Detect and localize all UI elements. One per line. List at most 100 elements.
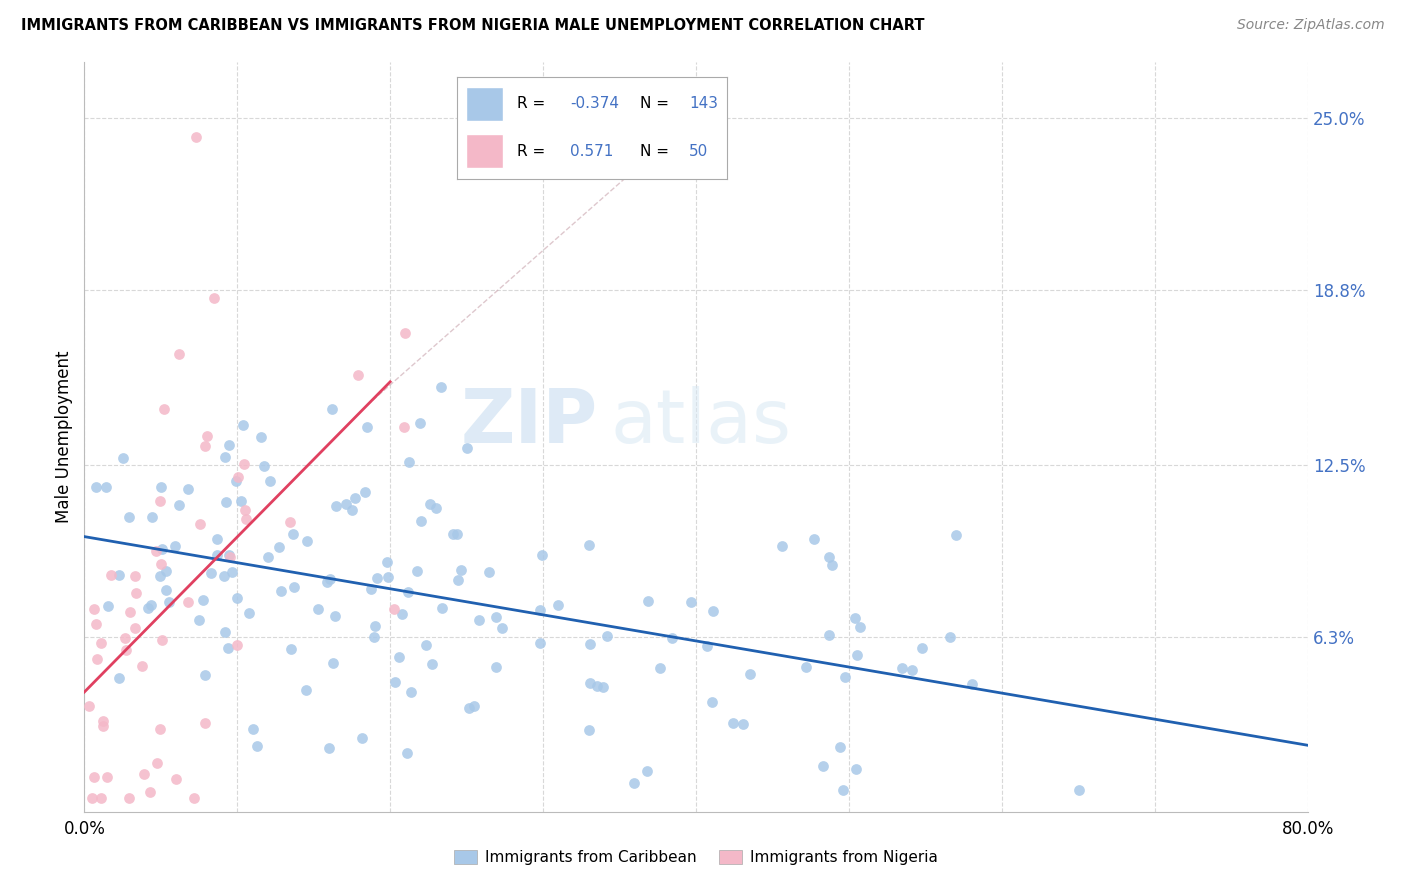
Point: [382, 602, 405, 616]
Point: [318, 741, 340, 756]
Point: [84, 480, 107, 494]
Point: [325, 499, 347, 513]
Point: [578, 675, 600, 690]
Point: [163, 539, 186, 553]
Point: [901, 663, 924, 677]
Point: [586, 680, 609, 694]
Point: [388, 649, 411, 664]
Point: [238, 606, 260, 620]
Point: [394, 326, 416, 341]
Point: [821, 558, 844, 573]
Point: [91, 719, 114, 733]
Point: [818, 549, 841, 564]
Point: [108, 567, 131, 582]
Point: [205, 549, 228, 563]
Point: [392, 420, 415, 434]
Point: [281, 527, 304, 541]
Point: [395, 746, 418, 760]
Point: [910, 641, 932, 656]
Point: [340, 503, 363, 517]
Point: [702, 604, 724, 618]
Point: [796, 660, 818, 674]
Point: [343, 491, 366, 505]
Point: [218, 548, 240, 562]
Point: [441, 527, 464, 541]
Point: [411, 514, 433, 528]
Point: [253, 459, 276, 474]
Point: [145, 544, 167, 558]
Point: [770, 539, 793, 553]
Point: [157, 595, 180, 609]
Point: [218, 438, 240, 452]
Point: [803, 532, 825, 546]
Point: [202, 291, 225, 305]
Point: [890, 661, 912, 675]
Point: [661, 631, 683, 645]
Point: [139, 598, 162, 612]
Point: [831, 782, 853, 797]
Point: [377, 570, 399, 584]
Point: [205, 532, 228, 546]
Point: [149, 569, 172, 583]
Point: [221, 565, 243, 579]
Point: [578, 723, 600, 738]
Point: [396, 585, 419, 599]
Point: [485, 609, 508, 624]
Point: [97, 599, 120, 614]
Point: [1067, 782, 1090, 797]
Point: [187, 613, 209, 627]
Point: [415, 639, 437, 653]
Point: [321, 402, 343, 417]
Point: [177, 482, 200, 496]
Point: [149, 557, 172, 571]
Point: [155, 564, 177, 578]
Point: [115, 643, 138, 657]
Point: [447, 574, 470, 588]
Point: [547, 599, 569, 613]
Point: [84, 617, 107, 632]
Point: [107, 671, 129, 685]
Point: [679, 595, 702, 609]
Point: [939, 630, 962, 644]
Point: [155, 582, 177, 597]
Point: [325, 609, 347, 624]
Point: [214, 624, 236, 639]
Point: [650, 661, 672, 675]
Point: [195, 428, 218, 442]
Point: [214, 450, 236, 464]
Point: [233, 457, 256, 471]
Point: [150, 633, 173, 648]
Legend: Immigrants from Caribbean, Immigrants from Nigeria: Immigrants from Caribbean, Immigrants fr…: [449, 844, 943, 871]
Point: [194, 668, 217, 682]
Point: [149, 722, 172, 736]
Point: [124, 621, 146, 635]
Point: [114, 632, 136, 646]
Point: [596, 629, 619, 643]
Point: [845, 762, 868, 776]
Point: [637, 593, 659, 607]
Point: [352, 731, 374, 746]
Point: [246, 739, 269, 753]
Point: [120, 605, 142, 619]
Point: [578, 537, 600, 551]
Point: [623, 776, 645, 790]
Point: [429, 380, 451, 394]
Point: [335, 497, 357, 511]
Point: [579, 637, 602, 651]
Point: [232, 417, 254, 432]
Point: [139, 785, 162, 799]
Point: [153, 402, 176, 417]
Point: [124, 569, 146, 583]
Point: [391, 607, 413, 622]
Point: [830, 740, 852, 755]
Point: [363, 630, 385, 644]
Text: ZIP: ZIP: [461, 385, 598, 458]
Point: [141, 510, 163, 524]
Point: [200, 566, 222, 581]
Point: [184, 130, 207, 145]
Point: [477, 565, 499, 579]
Point: [945, 528, 967, 542]
Point: [364, 618, 387, 632]
Point: [235, 511, 257, 525]
Point: [463, 698, 485, 713]
